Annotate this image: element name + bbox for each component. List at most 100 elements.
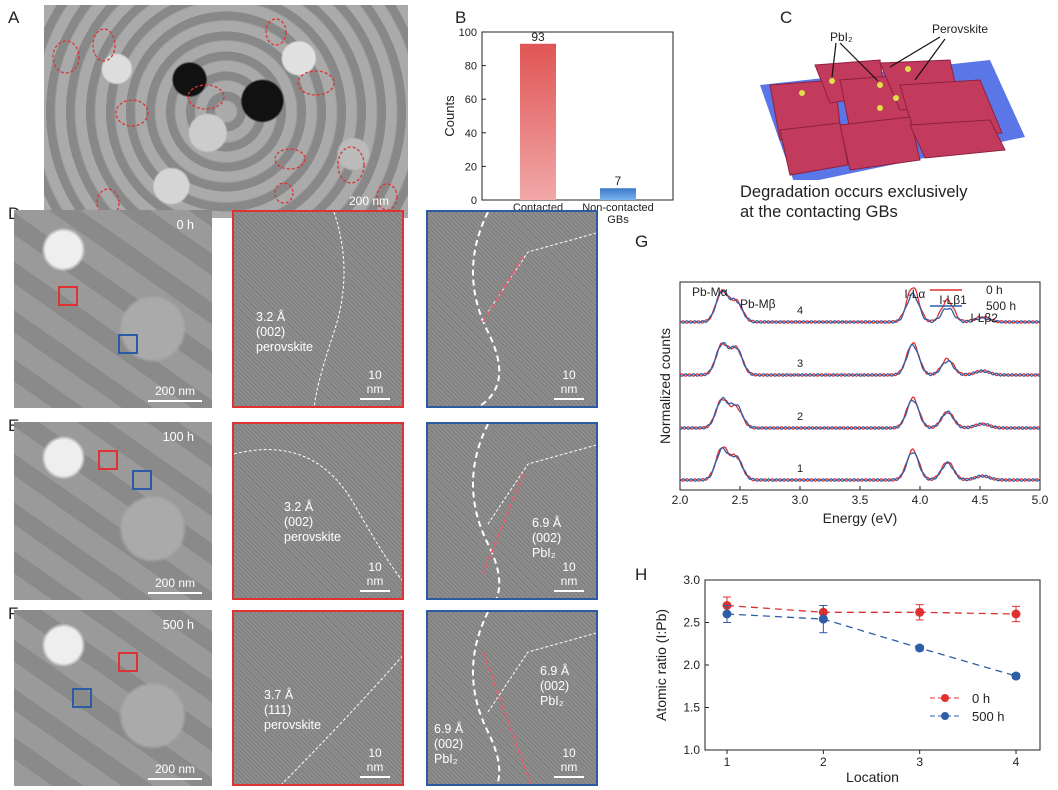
hrtem-perovskite-image: 3.2 Å (002) perovskite 10 nm	[232, 210, 404, 408]
panel-label-b: B	[455, 8, 467, 27]
grain-boundary-lines	[472, 612, 596, 784]
peak-label: Pb-Mα	[692, 285, 728, 299]
series-line-0h	[726, 604, 1017, 615]
phase: PbI₂	[532, 546, 556, 560]
scale-bar: 10 nm	[554, 368, 584, 400]
x-axis-label: Energy (eV)	[823, 510, 898, 526]
scale-bar: 200 nm	[148, 762, 202, 780]
x-tick-label: 2	[820, 755, 827, 769]
x-tick-label: 4	[1013, 755, 1020, 769]
y-tick-label: 20	[465, 161, 477, 173]
scale-bar-label: 10 nm	[560, 560, 578, 588]
tem-overview-image: 0 h 200 nm	[14, 210, 212, 408]
y-axis-label: Counts	[442, 95, 457, 137]
y-axis-label: Atomic ratio (I:Pb)	[653, 609, 669, 721]
plane-index: (002)	[434, 737, 464, 751]
data-point	[915, 643, 925, 653]
grain-boundary-line	[313, 212, 345, 406]
spectrum-line-500h	[679, 341, 1040, 377]
time-label: 0 h	[176, 218, 194, 232]
perovskite-label: Perovskite	[932, 22, 989, 36]
panel-label-g: G	[635, 232, 649, 251]
pbi2-label: PbI₂	[830, 30, 853, 44]
scale-bar-label: 200 nm	[154, 576, 196, 590]
scale-bar-label: 200 nm	[154, 384, 196, 398]
data-point	[1011, 671, 1021, 681]
plane-index: (002)	[540, 679, 570, 693]
data-point	[818, 614, 828, 624]
data-point	[1011, 609, 1021, 619]
plot-frame	[481, 31, 674, 201]
scale-bar: 10 nm	[360, 560, 390, 592]
x-tick-label: 2.5	[732, 493, 749, 507]
grain-boundary-line	[234, 449, 402, 581]
spectrum-line-500h	[679, 446, 1041, 482]
panel-label-a: A	[8, 8, 20, 27]
panel-label-h: H	[635, 565, 648, 584]
grain-boundary-lines	[472, 424, 596, 598]
legend-label: 500 h	[986, 299, 1016, 313]
scale-bar-label: 10 nm	[366, 746, 384, 774]
phase: perovskite	[256, 340, 313, 354]
x-tick-label: 1	[724, 755, 731, 769]
scale-bar: 200 nm	[148, 576, 202, 594]
y-tick-label: 60	[465, 94, 477, 106]
atomic-ratio-chart: 1.0 1.5 2.0 2.5 3.0 1 2 3 4 Location Atomic ratio …	[653, 573, 1041, 785]
x-tick-label: 4.5	[972, 493, 989, 507]
panel-label-e: E	[8, 416, 19, 436]
d-spacing: 6.9 Å	[434, 722, 464, 736]
legend-label: 500 h	[972, 709, 1005, 724]
hrtem-perovskite-image: 3.7 Å (111) perovskite 10 nm	[232, 610, 404, 786]
spectrum-line-500h	[680, 396, 1041, 430]
lattice-annotation: 3.2 Å (002) perovskite	[284, 500, 341, 545]
blue-roi-box	[132, 470, 152, 490]
x-tick-label: 5.0	[1032, 493, 1049, 507]
spectrum-line-500h	[679, 290, 1041, 324]
plane-index: (002)	[284, 515, 314, 529]
caption-line-2: at the contacting GBs	[740, 203, 898, 221]
caption-line-1: Degradation occurs exclusively	[740, 183, 968, 201]
hrtem-boundary-image: 6.9 Å (002) PbI₂ 6.9 Å (002) PbI₂ 10 nm	[426, 610, 598, 786]
scale-bar: 10 nm	[554, 746, 584, 778]
panel-label-f: F	[8, 604, 18, 624]
red-roi-box	[58, 286, 78, 306]
d-spacing: 3.2 Å	[284, 500, 314, 514]
spectrum-line-0h	[679, 396, 1041, 430]
x-tick-label: 2.0	[672, 493, 689, 507]
scale-bar: 10 nm	[554, 560, 584, 592]
phase: PbI₂	[540, 694, 564, 708]
plane-index: (111)	[264, 703, 292, 717]
y-tick-label: 2.5	[683, 616, 700, 630]
sem-image: 200 nm	[44, 5, 408, 218]
peak-label: I-Lβ1	[939, 293, 967, 307]
scale-bar-label: 10 nm	[366, 368, 384, 396]
scale-bar: 10 nm	[360, 368, 390, 400]
time-label: 100 h	[162, 430, 194, 444]
hrtem-perovskite-image: 3.2 Å (002) perovskite 10 nm	[232, 422, 404, 600]
grain-boundary-lines	[472, 212, 596, 406]
scale-bar: 10 nm	[360, 746, 390, 778]
grain-boundary-line	[281, 655, 402, 784]
scale-bar-label: 200 nm	[154, 762, 196, 776]
hrtem-boundary-image: 10 nm	[426, 210, 598, 408]
peak-label: Pb-Mβ	[740, 297, 776, 311]
spectrum-label: 4	[797, 305, 803, 317]
legend-marker	[941, 712, 949, 720]
legend-label: 0 h	[986, 283, 1003, 297]
d-spacing: 3.2 Å	[256, 310, 286, 324]
caption: Degradation occurs exclusively at the con…	[740, 182, 967, 222]
x-tick-label: 3	[916, 755, 923, 769]
y-tick-label: 40	[465, 128, 477, 140]
phase: PbI₂	[434, 752, 458, 766]
series-line-500h	[726, 613, 1017, 677]
bar	[520, 43, 556, 200]
spectrum-line-0h	[679, 341, 1041, 377]
bar-data-label: 93	[531, 30, 545, 44]
blue-roi-box	[72, 688, 92, 708]
tem-overview-image: 100 h 200 nm	[14, 422, 212, 600]
y-tick-label: 80	[465, 61, 477, 73]
x-category-label: Non-contacted GBs	[582, 202, 654, 226]
eds-spectra-chart: 2.0 2.5 3.0 3.5 4.0 4.5 5.0 Energy (eV) Normaliz…	[657, 281, 1049, 526]
d-spacing: 3.7 Å	[264, 688, 294, 702]
lattice-annotation-right: 6.9 Å (002) PbI₂	[540, 664, 569, 709]
